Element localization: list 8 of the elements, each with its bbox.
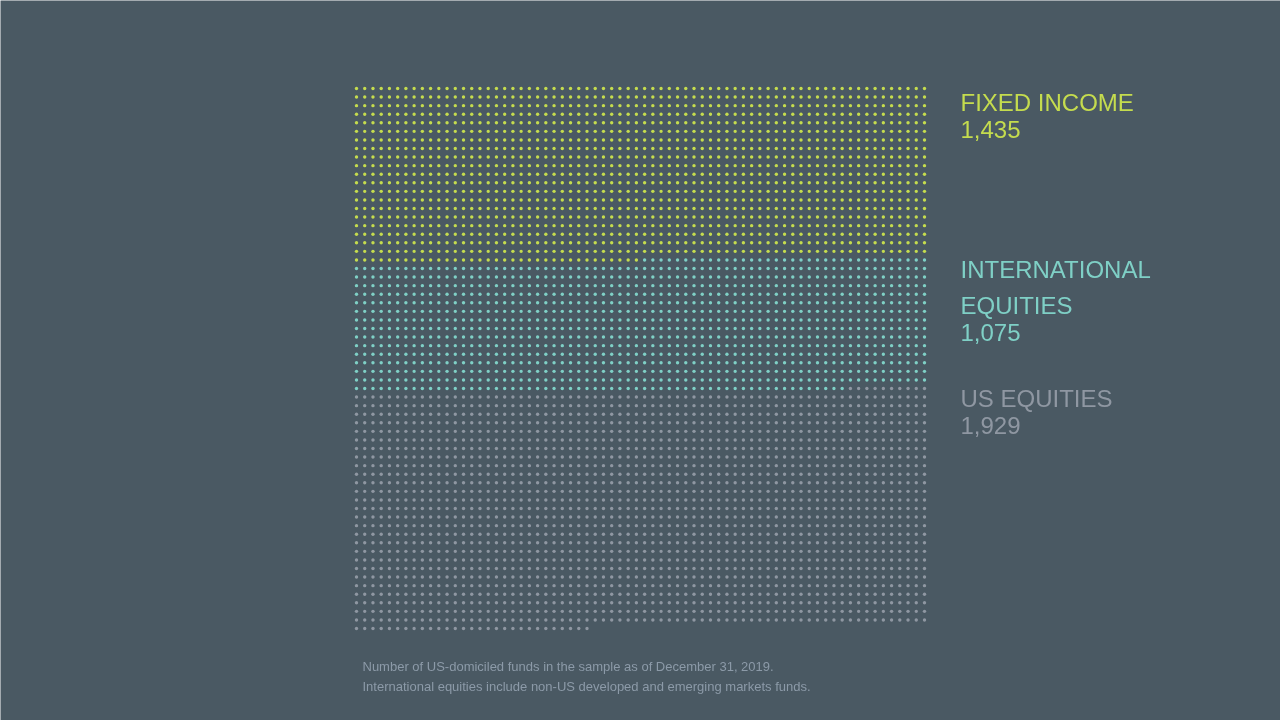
text: Number of US-domiciled funds in the sample as of December 31, 2019. [362, 658, 774, 674]
category-label: INTERNATIONAL EQUITIES [960, 255, 1151, 319]
text: International equities include non-US developed and emerging markets funds. [362, 678, 811, 694]
category-label: FIXED INCOME [960, 88, 1134, 116]
data-label: 1,435 [960, 115, 1021, 143]
data-label: 1,075 [960, 318, 1021, 346]
data-label: 1,929 [960, 411, 1021, 439]
category-label: US EQUITIES [960, 384, 1113, 412]
